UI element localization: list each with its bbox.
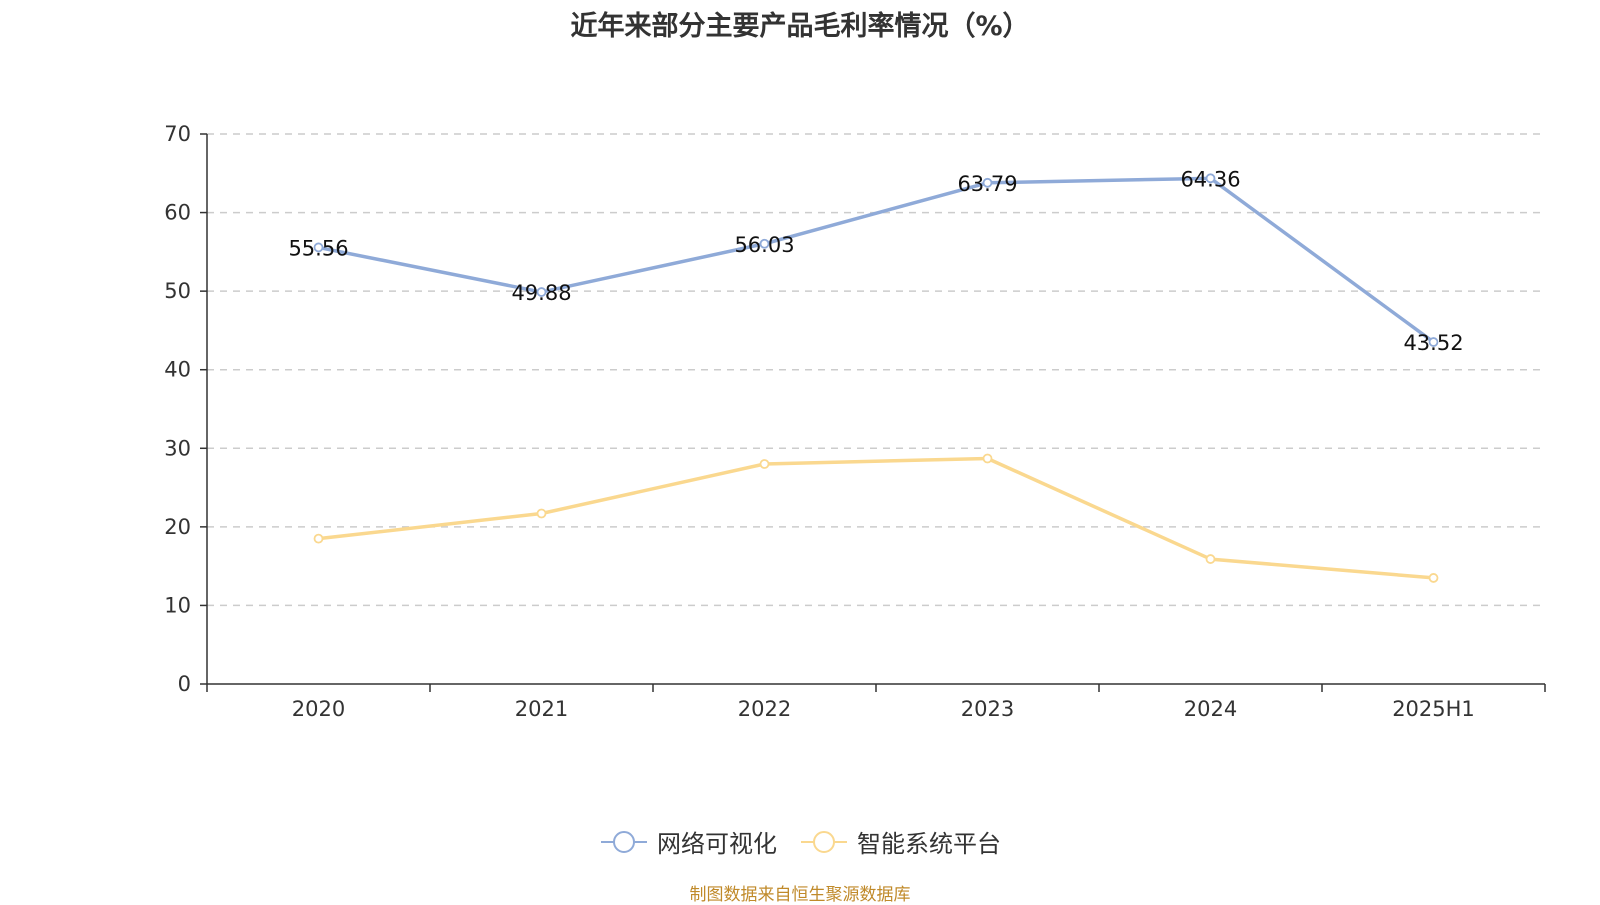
legend-item-2[interactable]: 智能系统平台 [799, 824, 1001, 859]
x-tick-label: 2025H1 [1392, 697, 1475, 721]
y-tick-label: 0 [178, 672, 191, 696]
y-tick-label: 70 [164, 122, 191, 146]
series-lines [313, 173, 1439, 583]
data-point [1428, 337, 1439, 347]
x-tick-label: 2023 [961, 697, 1014, 721]
y-tick-label: 10 [164, 593, 191, 617]
y-tick-label: 30 [164, 436, 191, 460]
y-tick-label: 60 [164, 201, 191, 225]
y-tick-label: 40 [164, 358, 191, 382]
data-point [313, 242, 324, 253]
data-point [1205, 554, 1216, 564]
axes: 0 10 20 30 40 50 60 70 2020 2021 2022 2023 2024 2025H… [164, 122, 1546, 721]
x-tick-label: 2022 [738, 697, 791, 721]
x-tick-label: 2020 [292, 697, 345, 721]
data-point [313, 533, 324, 544]
data-label: 49.88 [511, 281, 571, 305]
grid-lines [207, 133, 1545, 607]
data-label: 63.79 [957, 172, 1017, 196]
source-note: 制图数据来自恒生聚源数据库 [689, 885, 911, 905]
data-label: 64.36 [1180, 167, 1240, 191]
y-tick-label: 50 [164, 279, 191, 303]
legend-item-1[interactable]: 网络可视化 [599, 824, 777, 859]
data-label: 43.52 [1403, 331, 1463, 355]
y-tick-label: 20 [164, 515, 191, 539]
data-point [536, 287, 547, 297]
x-tick-label: 2021 [515, 697, 568, 721]
legend-swatch [601, 830, 647, 853]
series-line-1 [318, 176, 1435, 344]
data-label: 55.56 [288, 236, 348, 260]
data-point [982, 453, 993, 464]
legend-label: 智能系统平台 [857, 830, 1001, 858]
data-point [759, 238, 770, 249]
chart-title: 近年来部分主要产品毛利率情况（%） [570, 11, 1030, 42]
data-point [536, 508, 547, 519]
data-label: 56.03 [734, 233, 794, 257]
data-point [759, 459, 770, 469]
data-point [982, 177, 993, 188]
legend-label: 网络可视化 [657, 830, 777, 858]
legend-swatch [801, 830, 847, 853]
data-point [1428, 573, 1439, 583]
x-tick-label: 2024 [1184, 697, 1237, 721]
data-labels: 55.56 49.88 56.03 63.79 64.36 43.52 [288, 167, 1463, 355]
series-line-2 [318, 456, 1434, 580]
data-point [1205, 173, 1216, 184]
legend: 网络可视化 智能系统平台 [0, 824, 1600, 859]
